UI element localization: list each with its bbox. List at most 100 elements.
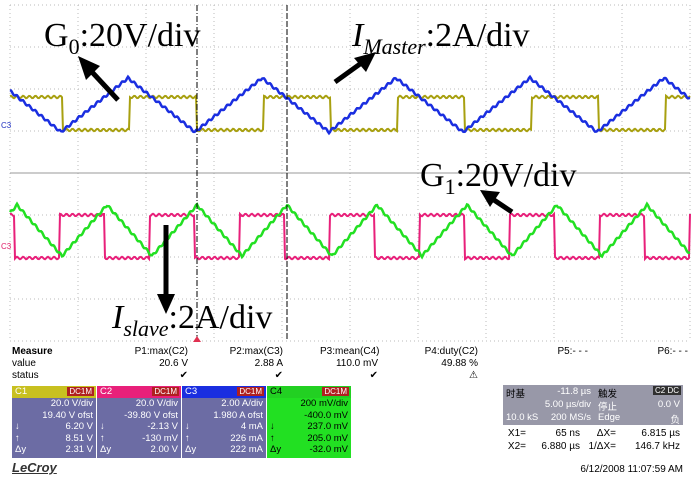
channel-row: ↑ -130 mV bbox=[97, 433, 181, 445]
channel-field: 1.980 A ofst bbox=[213, 410, 263, 421]
channel-field: 200 mV/div bbox=[300, 398, 348, 409]
annotation-sub: slave bbox=[123, 316, 168, 341]
measure-header: P3:mean(C4) bbox=[320, 346, 378, 357]
channel-field: -39.80 V ofst bbox=[124, 410, 178, 421]
measure-value: 49.88 % bbox=[420, 358, 478, 369]
measure-value: value bbox=[12, 358, 36, 369]
channel-field: 6.20 V bbox=[66, 421, 93, 432]
channel-row: 2.00 A/div bbox=[182, 398, 266, 410]
value: 10.0 kS bbox=[506, 412, 538, 423]
trigger-marker bbox=[193, 336, 201, 342]
measure-header: P5:- - - bbox=[530, 346, 588, 357]
channel-field: ↓ bbox=[270, 421, 275, 432]
page: C3 C3 G0:20V/div IMaster:2A/div G1:20V/d… bbox=[0, 0, 691, 480]
channel-field: -400.0 mV bbox=[304, 410, 348, 421]
grid bbox=[10, 5, 690, 341]
channel-name: C2 bbox=[100, 386, 112, 397]
measure-header: P4:duty(C2) bbox=[420, 346, 478, 357]
value: 停止 bbox=[598, 399, 617, 413]
measure-status: ✔ bbox=[225, 370, 283, 381]
channel-row: ↑ 226 mA bbox=[182, 433, 266, 445]
measure-header: Measure bbox=[12, 346, 53, 357]
annotation-text: :20V/div bbox=[80, 17, 201, 54]
cursor-field: X2= bbox=[506, 441, 526, 452]
channel-field: ↑ bbox=[185, 433, 190, 444]
channel-row: ↓-2.13 V bbox=[97, 421, 181, 433]
measure-header: P2:max(C3) bbox=[225, 346, 283, 357]
cursor-field: 6.880 µs bbox=[530, 441, 580, 452]
channel-field: 226 mA bbox=[230, 433, 263, 444]
channel-row: Δy 2.31 V bbox=[12, 444, 96, 456]
channel-field: 4 mA bbox=[241, 421, 263, 432]
label: 时基 bbox=[506, 386, 525, 400]
value: -11.8 µs bbox=[543, 386, 591, 397]
measure-value: 20.6 V bbox=[130, 358, 188, 369]
channel-field: Δy bbox=[15, 444, 26, 455]
brand: LeCroy bbox=[12, 460, 57, 475]
value: 0.0 V bbox=[643, 399, 680, 410]
annotation-sub: 0 bbox=[69, 34, 80, 59]
timebase-box: 时基 -11.8 µs 5.00 µs/div 10.0 kS 200 MS/s… bbox=[503, 385, 683, 425]
channel-row: ↑ 8.51 V bbox=[12, 433, 96, 445]
channel-field: 8.51 V bbox=[66, 433, 93, 444]
cursor-field: 146.7 kHz bbox=[620, 441, 680, 452]
cursor-field: 1/ΔX= bbox=[588, 441, 616, 452]
channel-row: 20.0 V/div bbox=[97, 398, 181, 410]
value: 5.00 µs/div bbox=[523, 399, 591, 410]
annotation-text: :2A/div bbox=[169, 299, 273, 336]
annotation: IMaster:2A/div bbox=[351, 17, 530, 59]
channel-name: C1 bbox=[15, 386, 27, 397]
measure-header: P1:max(C2) bbox=[130, 346, 188, 357]
channel-row: Δy-32.0 mV bbox=[267, 444, 351, 456]
annotation-text: G bbox=[44, 17, 69, 54]
annotation: G1:20V/div bbox=[420, 157, 576, 199]
cursor-field: 65 ns bbox=[530, 428, 580, 439]
channel-header: C4DC1M bbox=[267, 386, 351, 398]
channel-field: 222 mA bbox=[230, 444, 263, 455]
channel-field: Δy bbox=[185, 444, 196, 455]
channel-field: -130 mV bbox=[142, 433, 178, 444]
channel-field: 237.0 mV bbox=[307, 421, 348, 432]
channel-row: 1.980 A ofst bbox=[182, 410, 266, 422]
value: 负 bbox=[643, 412, 680, 426]
channel-field: ↑ bbox=[270, 433, 275, 444]
channel-row: 19.40 V ofst bbox=[12, 410, 96, 422]
channel-field: ↓ bbox=[185, 421, 190, 432]
badge: DC1M bbox=[322, 387, 349, 396]
channel-field: 20.0 V/div bbox=[136, 398, 178, 409]
annotation-sub: Master bbox=[362, 34, 426, 59]
channel-field: 19.40 V ofst bbox=[42, 410, 93, 421]
cursor-field: X1= bbox=[506, 428, 526, 439]
channel-marker: C3 bbox=[1, 121, 12, 130]
channel-row: ↓6.20 V bbox=[12, 421, 96, 433]
channel-row: -39.80 V ofst bbox=[97, 410, 181, 422]
annotation-text: :2A/div bbox=[426, 17, 530, 54]
annotation-sub: 1 bbox=[445, 174, 456, 199]
annotation-text: G bbox=[420, 157, 445, 194]
channel-field: -2.13 V bbox=[147, 421, 178, 432]
channel-name: C3 bbox=[185, 386, 197, 397]
annotation-text: :20V/div bbox=[456, 157, 577, 194]
channel-row: ↓ 237.0 mV bbox=[267, 421, 351, 433]
measure-value: 2.88 A bbox=[225, 358, 283, 369]
channel-field: Δy bbox=[270, 444, 281, 455]
channel-row: 200 mV/div bbox=[267, 398, 351, 410]
channel-field: 205.0 mV bbox=[307, 433, 348, 444]
channel-field: ↑ bbox=[15, 433, 20, 444]
channel-field: ↑ bbox=[100, 433, 105, 444]
channel-field: 2.31 V bbox=[66, 444, 93, 455]
measure-value: 110.0 mV bbox=[320, 358, 378, 369]
channel-row: Δy 222 mA bbox=[182, 444, 266, 456]
annotation: Islave:2A/div bbox=[111, 299, 272, 341]
channel-field: 2.00 V bbox=[151, 444, 178, 455]
channel-row: ↓ 4 mA bbox=[182, 421, 266, 433]
channel-marker: C3 bbox=[1, 242, 12, 251]
measure-status: status bbox=[12, 370, 39, 381]
channel-row: -400.0 mV bbox=[267, 410, 351, 422]
